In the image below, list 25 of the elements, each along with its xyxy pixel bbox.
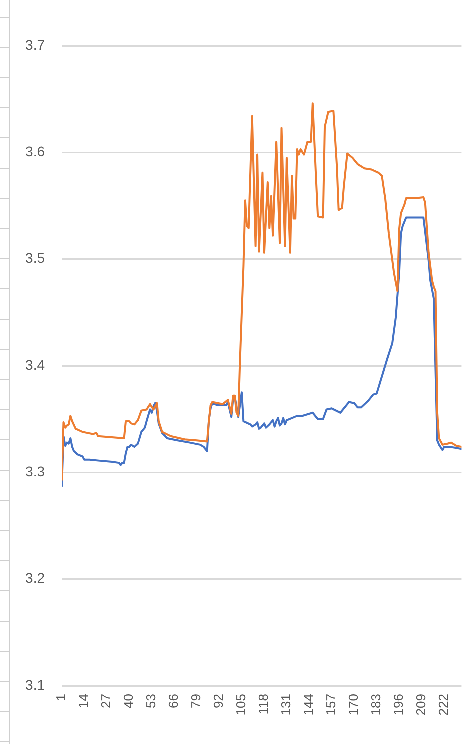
y-tick-label: 3.1 — [26, 676, 46, 693]
x-tick-label: 40 — [121, 694, 136, 708]
x-tick-label: 1 — [54, 694, 69, 702]
x-tick-label: 157 — [324, 694, 339, 716]
x-tick-label: 14 — [76, 694, 92, 708]
x-tick-label: 170 — [346, 694, 361, 716]
x-tick-label: 66 — [166, 694, 182, 708]
y-tick-label: 3.4 — [26, 356, 46, 373]
x-tick-label: 105 — [234, 694, 249, 716]
y-tick-label: 3.7 — [26, 36, 46, 53]
x-tick-label: 118 — [256, 694, 272, 715]
x-tick-label: 209 — [413, 694, 428, 716]
x-tick-label: 92 — [211, 694, 226, 708]
y-tick-label: 3.3 — [26, 464, 46, 480]
y-tick-label: 3.5 — [26, 250, 46, 266]
x-tick-label: 196 — [390, 694, 406, 716]
x-tick-label: 79 — [188, 694, 204, 708]
x-tick-label: 144 — [301, 694, 316, 716]
x-tick-label: 53 — [144, 694, 159, 708]
y-tick-label: 3.2 — [26, 570, 46, 586]
x-tick-label: 27 — [98, 694, 114, 708]
x-tick-label: 131 — [278, 694, 294, 716]
x-tick-label: 222 — [436, 694, 451, 716]
x-tick-label: 183 — [368, 694, 384, 716]
y-tick-label: 3.6 — [26, 144, 46, 160]
